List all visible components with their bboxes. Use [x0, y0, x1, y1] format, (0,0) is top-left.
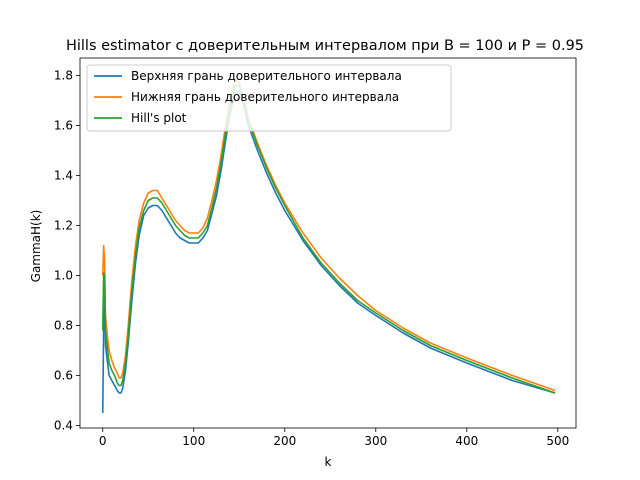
x-tick-label: 300 [364, 434, 387, 448]
x-tick-label: 0 [99, 434, 107, 448]
series-line-0 [101, 89, 556, 414]
y-tick-label: 1.2 [54, 219, 73, 233]
y-axis: 0.4 0.6 0.8 1.0 1.2 1.4 1.6 1.8 [54, 69, 80, 433]
y-tick-label: 0.4 [54, 419, 73, 433]
y-tick-label: 0.8 [54, 319, 73, 333]
series-line-2 [101, 84, 556, 394]
series-layer [101, 79, 556, 414]
x-tick-label: 100 [182, 434, 205, 448]
legend: Верхняя грань доверительного интервала Ни… [86, 64, 452, 132]
y-tick-label: 1.0 [54, 269, 73, 283]
y-tick-label: 1.8 [54, 69, 73, 83]
plot-frame [79, 57, 577, 429]
y-tick-label: 0.6 [54, 369, 73, 383]
x-tick-label: 500 [546, 434, 569, 448]
x-tick-label: 400 [455, 434, 478, 448]
legend-box [86, 64, 452, 132]
x-axis: 0 100 200 300 400 500 [99, 428, 569, 448]
legend-label-2: Hill's plot [131, 111, 187, 125]
y-tick-label: 1.4 [54, 169, 73, 183]
y-axis-label: GammaH(k) [29, 210, 43, 283]
series-line-1 [101, 79, 556, 392]
y-tick-label: 1.6 [54, 119, 73, 133]
legend-label-0: Верхняя грань доверительного интервала [131, 69, 402, 83]
x-axis-label: k [325, 455, 332, 469]
legend-label-1: Нижняя грань доверительного интервала [131, 90, 399, 104]
chart-title: Hills estimator с доверительным интервал… [66, 38, 584, 54]
x-tick-label: 200 [273, 434, 296, 448]
